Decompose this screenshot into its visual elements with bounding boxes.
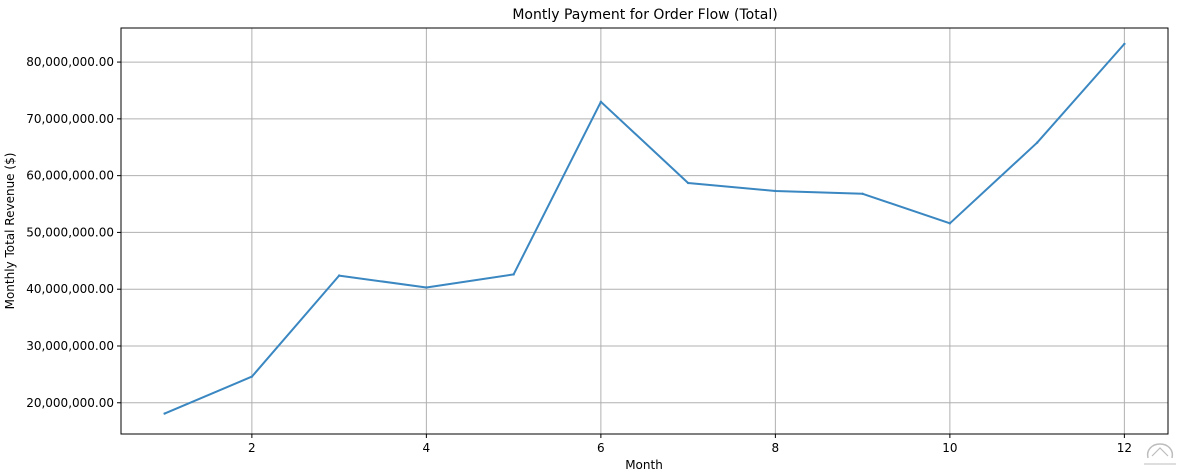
data-point xyxy=(686,181,690,185)
data-point xyxy=(250,375,254,378)
x-tick-label: 8 xyxy=(772,441,780,455)
y-tick-label: 80,000,000.00 xyxy=(26,55,114,69)
x-tick-label: 10 xyxy=(942,441,957,455)
data-point xyxy=(861,192,864,196)
x-axis-label: Month xyxy=(625,458,663,472)
x-tick-label: 6 xyxy=(597,441,605,455)
plot-frame xyxy=(120,27,1169,435)
y-tick-label: 60,000,000.00 xyxy=(26,169,114,183)
y-axis-label: Monthly Total Revenue ($) xyxy=(3,153,17,310)
y-axis: 20,000,000.00 30,000,000.00 40,000,000.00 5… xyxy=(26,55,121,410)
logo-watermark-icon xyxy=(1144,443,1176,465)
data-point xyxy=(425,286,428,289)
y-tick-label: 50,000,000.00 xyxy=(26,225,114,239)
chart-title: Montly Payment for Order Flow (Total) xyxy=(512,7,777,23)
data-point xyxy=(512,273,515,276)
x-tick-label: 2 xyxy=(248,441,256,455)
y-tick-label: 70,000,000.00 xyxy=(26,112,114,126)
data-point xyxy=(337,274,341,277)
series-line xyxy=(163,42,1126,415)
data-point xyxy=(599,100,603,104)
y-tick-label: 30,000,000.00 xyxy=(26,339,114,353)
x-axis: 2 4 6 8 10 12 xyxy=(248,434,1132,455)
data-point xyxy=(948,222,952,225)
y-tick-label: 40,000,000.00 xyxy=(26,282,114,296)
y-tick-label: 20,000,000.00 xyxy=(26,396,114,410)
x-tick-label: 4 xyxy=(423,441,431,455)
data-point xyxy=(1035,141,1039,144)
series-layer xyxy=(163,42,1126,415)
grid-lines xyxy=(121,28,1168,434)
data-point xyxy=(774,189,777,193)
data-point xyxy=(163,412,166,415)
data-point xyxy=(1123,42,1126,46)
x-tick-label: 12 xyxy=(1117,441,1132,455)
